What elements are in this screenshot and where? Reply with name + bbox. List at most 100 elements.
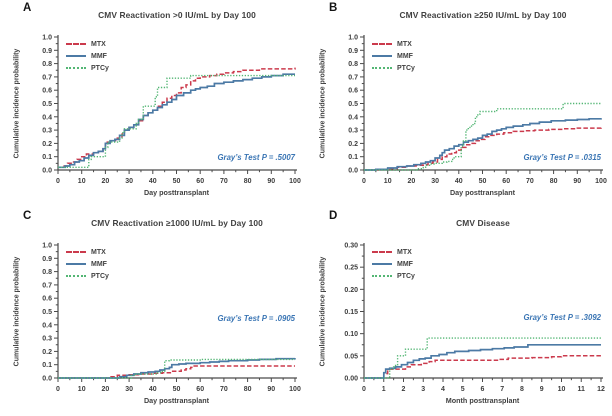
- panel-letter: C: [23, 210, 32, 222]
- legend-item-mmf: MMF: [372, 50, 415, 62]
- mmf-line-sample: [372, 263, 392, 265]
- svg-text:0.30: 0.30: [344, 243, 358, 250]
- ptcy-line-sample: [66, 67, 86, 69]
- legend-item-mtx: MTX: [372, 246, 415, 258]
- svg-text:10: 10: [78, 178, 86, 185]
- legend-item-mmf: MMF: [66, 50, 109, 62]
- legend-label: MMF: [91, 52, 107, 60]
- legend-item-mmf: MMF: [66, 258, 109, 270]
- svg-text:0.7: 0.7: [42, 74, 52, 81]
- grays-test-annotation: Gray’s Test P = .5007: [217, 153, 295, 163]
- grays-test-annotation: Gray’s Test P = .0905: [217, 314, 295, 324]
- svg-text:1.0: 1.0: [42, 35, 52, 42]
- mtx-line-sample: [66, 43, 86, 45]
- svg-text:0.2: 0.2: [348, 141, 358, 148]
- svg-text:0.6: 0.6: [348, 88, 358, 95]
- svg-text:0.5: 0.5: [42, 309, 52, 316]
- legend-label: MTX: [91, 248, 106, 256]
- svg-text:70: 70: [220, 386, 228, 393]
- svg-text:0.4: 0.4: [42, 322, 52, 329]
- svg-text:90: 90: [267, 386, 275, 393]
- svg-text:0.0: 0.0: [348, 168, 358, 175]
- svg-text:0.4: 0.4: [348, 114, 358, 121]
- ptcy-line-sample: [372, 67, 392, 69]
- mmf-line-sample: [66, 55, 86, 57]
- svg-text:0.10: 0.10: [344, 331, 358, 338]
- svg-text:0.6: 0.6: [42, 88, 52, 95]
- chart-title: CMV Reactivation ≥250 IU/mL by Day 100: [399, 10, 567, 20]
- svg-text:1.0: 1.0: [348, 35, 358, 42]
- legend-item-mtx: MTX: [66, 38, 109, 50]
- legend-label: MTX: [397, 40, 412, 48]
- plot-area: 0 10 20 30 40 50 60 70 80 90 100 0.0 0.1 0.2 0.3 0.4 0.5…: [348, 35, 607, 186]
- svg-text:7: 7: [500, 386, 504, 393]
- svg-text:8: 8: [520, 386, 524, 393]
- svg-text:100: 100: [289, 178, 301, 185]
- svg-text:0.3: 0.3: [42, 128, 52, 135]
- mtx-line-sample: [66, 251, 86, 253]
- svg-text:0.15: 0.15: [344, 309, 358, 316]
- svg-text:20: 20: [102, 178, 110, 185]
- svg-text:0.0: 0.0: [42, 168, 52, 175]
- svg-text:0.7: 0.7: [42, 282, 52, 289]
- svg-text:90: 90: [267, 178, 275, 185]
- ptcy-line-sample: [372, 275, 392, 277]
- svg-text:80: 80: [244, 178, 252, 185]
- svg-text:6: 6: [481, 386, 485, 393]
- legend-item-mtx: MTX: [66, 246, 109, 258]
- svg-text:0.5: 0.5: [42, 101, 52, 108]
- svg-text:40: 40: [455, 178, 463, 185]
- ptcy-line-sample: [66, 275, 86, 277]
- legend-label: MMF: [91, 260, 107, 268]
- svg-text:0.3: 0.3: [42, 336, 52, 343]
- svg-text:0.1: 0.1: [42, 154, 52, 161]
- x-axis-label: Month posttransplant: [445, 396, 520, 405]
- x-axis-label: Day posttransplant: [143, 188, 210, 197]
- legend-label: PTCy: [91, 272, 109, 280]
- legend-label: PTCy: [91, 64, 109, 72]
- chart-title: CMV Disease: [456, 218, 510, 228]
- svg-text:90: 90: [573, 178, 581, 185]
- panel-b: B CMV Reactivation ≥250 IU/mL by Day 100…: [306, 0, 612, 208]
- svg-text:60: 60: [196, 178, 204, 185]
- svg-text:0: 0: [362, 386, 366, 393]
- legend: MTX MMF PTCy: [372, 38, 415, 74]
- legend: MTX MMF PTCy: [372, 246, 415, 282]
- panel-c: C CMV Reactivation ≥1000 IU/mL by Day 10…: [0, 208, 306, 415]
- panel-letter: D: [329, 210, 338, 222]
- chart-title: CMV Reactivation ≥1000 IU/mL by Day 100: [91, 218, 263, 228]
- svg-text:10: 10: [384, 178, 392, 185]
- svg-text:0.4: 0.4: [42, 114, 52, 121]
- grays-test-annotation: Gray’s Test P = .0315: [523, 153, 601, 163]
- legend-label: MTX: [91, 40, 106, 48]
- legend-label: MMF: [397, 52, 413, 60]
- svg-text:4: 4: [441, 386, 445, 393]
- svg-text:3: 3: [421, 386, 425, 393]
- svg-text:20: 20: [408, 178, 416, 185]
- legend-item-ptcy: PTCy: [372, 270, 415, 282]
- svg-text:70: 70: [526, 178, 534, 185]
- legend-label: MTX: [397, 248, 412, 256]
- legend-item-ptcy: PTCy: [66, 62, 109, 74]
- svg-text:40: 40: [149, 178, 157, 185]
- svg-text:10: 10: [558, 386, 566, 393]
- svg-text:50: 50: [173, 386, 181, 393]
- svg-text:50: 50: [173, 178, 181, 185]
- plot-area: 0 10 20 30 40 50 60 70 80 90 100 0.0 0.1 0.2 0.3 0.4 0.5…: [42, 35, 301, 186]
- plot-area: 0 1 2 3 4 5 6 7 8 9 10 11 120.000.050.100.150.200.25…: [344, 243, 605, 394]
- legend-label: MMF: [397, 260, 413, 268]
- svg-text:5: 5: [461, 386, 465, 393]
- svg-text:0.9: 0.9: [42, 256, 52, 263]
- grays-test-annotation: Gray’s Test P = .3092: [523, 313, 601, 323]
- legend-item-mmf: MMF: [372, 258, 415, 270]
- legend-item-mtx: MTX: [372, 38, 415, 50]
- svg-text:0.9: 0.9: [42, 48, 52, 55]
- x-axis-label: Day posttransplant: [143, 396, 210, 405]
- svg-text:0.8: 0.8: [42, 61, 52, 68]
- svg-text:0: 0: [56, 386, 60, 393]
- panel-d: D CMV Disease Cumulative incidence proba…: [306, 208, 612, 415]
- svg-text:0.6: 0.6: [42, 296, 52, 303]
- svg-text:60: 60: [196, 386, 204, 393]
- svg-text:80: 80: [550, 178, 558, 185]
